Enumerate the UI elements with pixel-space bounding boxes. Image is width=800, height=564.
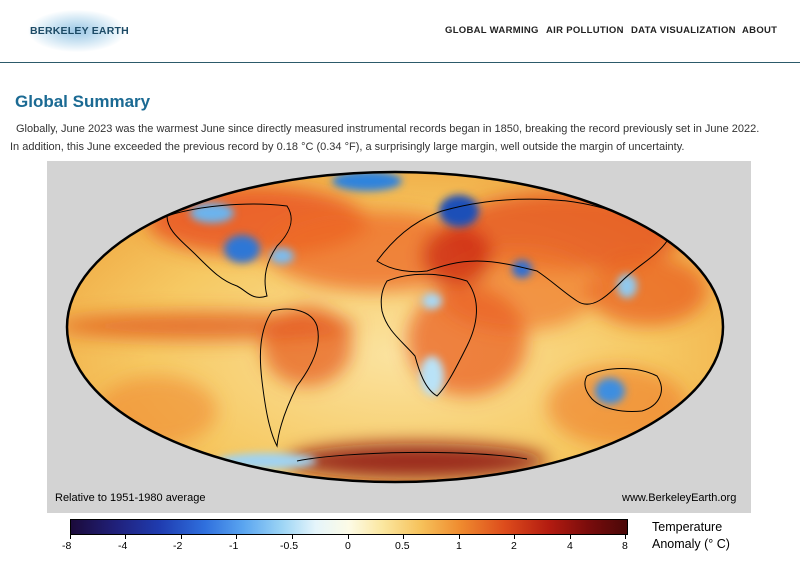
colorbar-tick-label: -1 [229, 540, 239, 552]
australia-outline [584, 368, 662, 412]
colorbar-tick [125, 535, 126, 539]
colorbar-tick-label: 4 [567, 540, 573, 552]
eurasia-outline [376, 198, 668, 305]
colorbar-tick [459, 535, 460, 539]
colorbar-tick-label: 1 [456, 540, 462, 552]
colorbar-tick-label: 2 [511, 540, 517, 552]
baseline-note: Relative to 1951-1980 average [55, 492, 206, 504]
intro-paragraph-line-2: In addition, this June exceeded the prev… [10, 141, 685, 153]
page-title: Global Summary [15, 92, 151, 111]
temperature-anomaly-map: Relative to 1951-1980 average www.Berkel… [47, 161, 751, 513]
colorbar-title-line-1: Temperature [652, 520, 723, 534]
africa-outline [380, 273, 477, 397]
nav-data-visualization[interactable]: DATA VISUALIZATION [631, 25, 736, 36]
intro-paragraph-line-1: Globally, June 2023 was the warmest June… [16, 123, 760, 135]
colorbar-tick-label: -8 [62, 540, 72, 552]
colorbar-gradient [70, 519, 628, 535]
colorbar-tick [348, 535, 349, 539]
nav-air-pollution[interactable]: AIR POLLUTION [546, 25, 624, 36]
colorbar-tick [181, 535, 182, 539]
colorbar-tick-label: 0.5 [395, 540, 410, 552]
nav-about[interactable]: ABOUT [742, 25, 778, 36]
colorbar-title: Temperature Anomaly (° C) [652, 519, 730, 553]
site-header: BERKELEY EARTH GLOBAL WARMING AIR POLLUT… [0, 0, 800, 63]
globe-border [65, 170, 725, 484]
colorbar-title-line-2: Anomaly (° C) [652, 537, 730, 551]
antarctica-outline [296, 451, 528, 462]
colorbar-tick-label: -0.5 [280, 540, 299, 552]
colorbar-tick [514, 535, 515, 539]
colorbar-tick [570, 535, 571, 539]
colorbar-tick-label: 0 [345, 540, 351, 552]
south-america-outline [259, 308, 319, 448]
anomaly-map-svg [65, 170, 725, 484]
source-note: www.BerkeleyEarth.org [622, 492, 737, 504]
logo-halo [28, 10, 126, 52]
colorbar-tick-label: 8 [622, 540, 628, 552]
colorbar-tick [625, 535, 626, 539]
colorbar-tick-label: -4 [118, 540, 128, 552]
colorbar-tick [403, 535, 404, 539]
colorbar-tick-label: -2 [173, 540, 183, 552]
cool-anomaly-regions [190, 172, 637, 469]
berkeley-earth-logo[interactable]: BERKELEY EARTH [20, 8, 130, 54]
colorbar [70, 519, 630, 539]
logo-text: BERKELEY EARTH [30, 25, 129, 37]
colorbar-tick [70, 535, 71, 539]
north-america-outline [166, 203, 292, 298]
continent-outlines [166, 198, 668, 462]
nav-global-warming[interactable]: GLOBAL WARMING [445, 25, 539, 36]
colorbar-tick [236, 535, 237, 539]
colorbar-tick [292, 535, 293, 539]
